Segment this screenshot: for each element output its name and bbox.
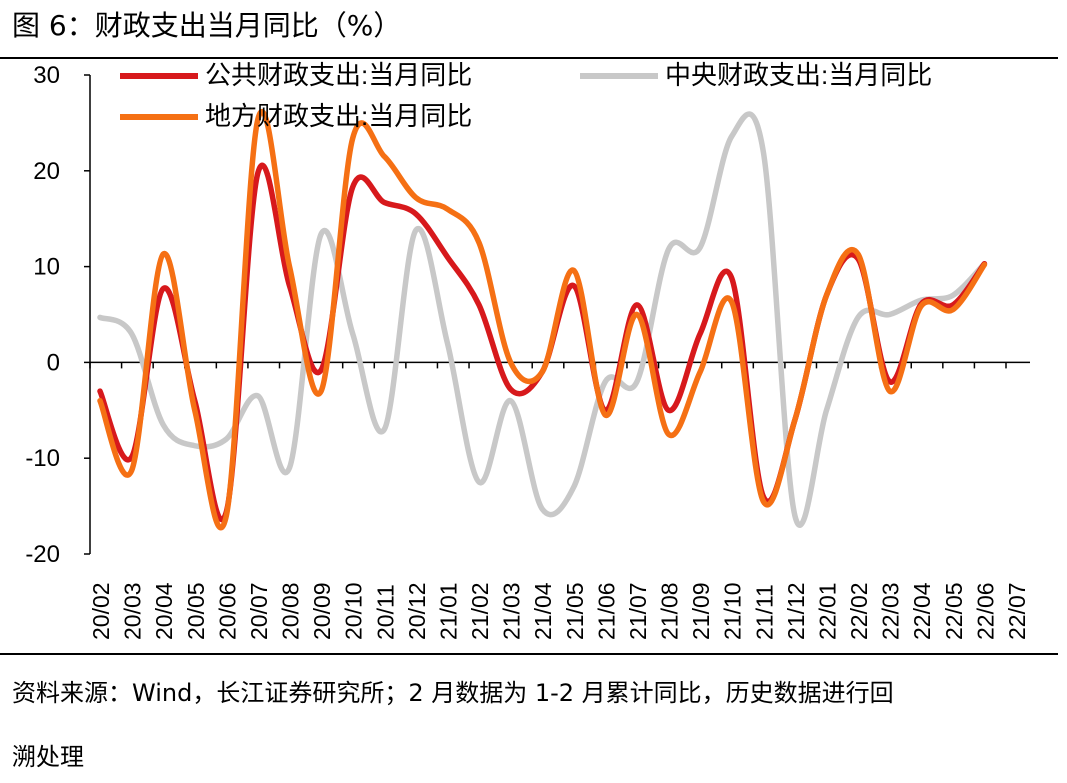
x-tick-label: 21/11 bbox=[751, 584, 777, 640]
top-rule bbox=[0, 57, 1058, 59]
x-tick-label: 20/12 bbox=[404, 582, 430, 640]
x-tick-label: 20/09 bbox=[309, 582, 335, 640]
x-tick-label: 22/03 bbox=[878, 582, 904, 640]
x-tick-label: 20/10 bbox=[341, 582, 367, 640]
x-tick-label: 20/06 bbox=[214, 582, 240, 640]
legend-item-public: 公共财政支出:当月同比 bbox=[120, 60, 472, 90]
x-tick-label: 21/03 bbox=[499, 582, 525, 640]
x-tick-label: 20/11 bbox=[372, 584, 398, 640]
series-line-local bbox=[97, 108, 988, 531]
x-tick-label: 20/02 bbox=[88, 582, 114, 640]
x-tick-label: 21/02 bbox=[467, 582, 493, 640]
y-tick-label: 20 bbox=[33, 158, 60, 185]
source-note-continued: 溯处理 bbox=[12, 743, 84, 771]
x-tick-label: 20/07 bbox=[246, 582, 272, 640]
x-tick-label: 21/06 bbox=[593, 582, 619, 640]
legend-item-central: 中央财政支出:当月同比 bbox=[580, 60, 932, 90]
x-tick-label: 22/04 bbox=[909, 582, 935, 640]
x-tick-labels: 20/02 20/03 20/04 20/05 20/06 20/07 20/08 20/09… bbox=[88, 582, 1030, 640]
legend-label: 中央财政支出:当月同比 bbox=[665, 60, 932, 90]
y-tick-label: 10 bbox=[33, 254, 60, 281]
figure-title: 图 6：财政支出当月同比（%） bbox=[12, 9, 402, 42]
x-tick-label: 21/04 bbox=[530, 582, 556, 640]
legend-label: 公共财政支出:当月同比 bbox=[205, 60, 472, 90]
x-tick-label: 21/07 bbox=[625, 582, 651, 640]
x-tick-label: 22/06 bbox=[972, 582, 998, 640]
x-tick-label: 20/05 bbox=[183, 582, 209, 640]
x-tick-label: 20/04 bbox=[151, 582, 177, 640]
x-tick-label: 20/08 bbox=[278, 582, 304, 640]
series-line-central bbox=[97, 111, 988, 528]
x-tick-label: 21/08 bbox=[657, 582, 683, 640]
x-tick-label: 22/02 bbox=[846, 582, 872, 640]
x-tick-label: 21/01 bbox=[435, 582, 461, 640]
legend-item-local: 地方财政支出:当月同比 bbox=[120, 101, 472, 131]
bottom-rule bbox=[0, 653, 1058, 655]
series-lines bbox=[97, 108, 988, 531]
x-tick-label: 21/12 bbox=[783, 582, 809, 640]
x-tick-label: 22/07 bbox=[1004, 582, 1030, 640]
x-tick-label: 22/05 bbox=[941, 582, 967, 640]
legend-label: 地方财政支出:当月同比 bbox=[205, 101, 472, 131]
x-tick-label: 21/09 bbox=[688, 582, 714, 640]
y-tick-label: 30 bbox=[33, 62, 60, 89]
x-tick-label: 20/03 bbox=[120, 582, 146, 640]
x-tick-label: 21/05 bbox=[562, 582, 588, 640]
y-tick-label: -10 bbox=[25, 445, 60, 472]
y-tick-labels: -20 -10 0 10 20 30 bbox=[25, 62, 60, 568]
x-tick-label: 21/10 bbox=[720, 582, 746, 640]
y-tick-label: -20 bbox=[25, 541, 60, 568]
x-tick-label: 22/01 bbox=[814, 582, 840, 640]
y-tick-label: 0 bbox=[47, 349, 60, 376]
axes bbox=[84, 74, 1030, 555]
source-note: 资料来源：Wind，长江证券研究所；2 月数据为 1-2 月累计同比，历史数据进… bbox=[12, 679, 894, 707]
